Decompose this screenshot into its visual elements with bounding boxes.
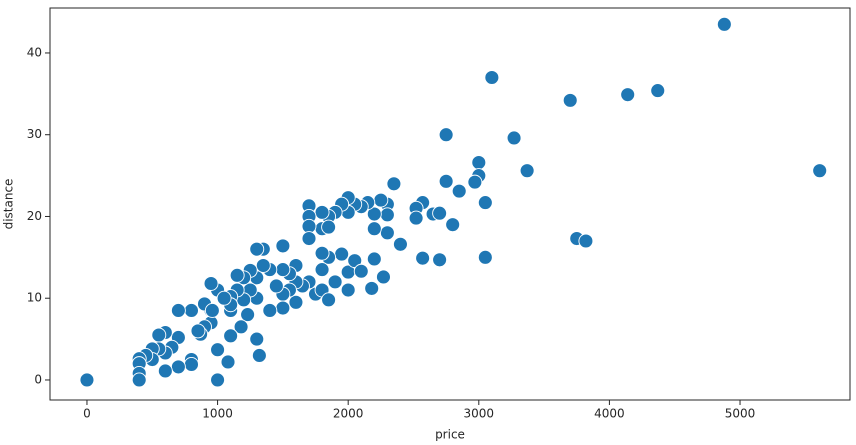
plot-frame xyxy=(49,7,851,401)
point xyxy=(288,294,304,310)
point xyxy=(151,327,167,343)
point xyxy=(190,323,206,339)
point xyxy=(451,183,467,199)
y-tick-label: 10 xyxy=(27,291,42,305)
point xyxy=(445,217,461,233)
point xyxy=(373,192,389,208)
point xyxy=(204,303,220,318)
point xyxy=(210,372,226,388)
point xyxy=(620,87,636,103)
point xyxy=(220,354,236,370)
point xyxy=(321,292,337,308)
point xyxy=(275,262,291,278)
point xyxy=(506,130,522,146)
point xyxy=(366,251,382,267)
x-tick-label: 0 xyxy=(83,407,91,421)
point xyxy=(650,83,666,99)
point xyxy=(408,210,424,226)
point xyxy=(519,163,535,179)
point xyxy=(275,238,291,254)
y-tick-label: 30 xyxy=(27,127,42,141)
point xyxy=(184,303,199,318)
point xyxy=(376,269,391,285)
point xyxy=(471,155,487,170)
y-tick-label: 0 xyxy=(34,372,42,386)
point xyxy=(170,303,186,318)
point xyxy=(157,363,173,379)
point xyxy=(249,331,265,347)
point xyxy=(366,206,382,222)
point xyxy=(353,263,369,279)
point xyxy=(321,219,337,235)
point xyxy=(223,328,239,344)
point xyxy=(131,372,147,388)
x-tick-label: 1000 xyxy=(202,407,233,421)
point xyxy=(347,253,363,269)
point xyxy=(477,249,493,265)
point xyxy=(467,174,483,190)
point xyxy=(562,92,578,108)
point xyxy=(438,127,454,143)
point xyxy=(314,245,330,261)
point xyxy=(79,372,95,388)
point xyxy=(255,258,271,273)
point xyxy=(314,262,330,278)
x-tick-label: 3000 xyxy=(464,407,495,421)
point xyxy=(275,300,291,316)
point xyxy=(432,205,448,221)
point xyxy=(379,207,395,223)
point xyxy=(379,225,395,241)
point xyxy=(812,163,828,179)
point xyxy=(216,290,232,306)
point xyxy=(716,16,732,32)
point xyxy=(184,356,199,372)
point xyxy=(240,307,256,323)
y-tick-label: 20 xyxy=(27,209,42,223)
point xyxy=(364,280,380,296)
x-tick-label: 5000 xyxy=(725,407,756,421)
point xyxy=(210,342,226,358)
point xyxy=(334,246,350,262)
x-tick-label: 4000 xyxy=(594,407,625,421)
point xyxy=(170,359,186,375)
point xyxy=(262,303,278,318)
point xyxy=(415,250,431,266)
x-tick-label: 2000 xyxy=(333,407,364,421)
point xyxy=(268,278,284,294)
y-tick-label: 40 xyxy=(27,45,42,59)
point xyxy=(366,221,382,237)
y-axis-label: distance xyxy=(2,179,16,230)
point xyxy=(229,267,245,283)
point xyxy=(203,276,219,291)
point xyxy=(251,347,267,363)
point xyxy=(249,241,265,257)
point xyxy=(233,319,249,335)
point xyxy=(484,70,500,85)
point xyxy=(438,173,454,189)
point xyxy=(301,231,317,246)
x-axis-label: price xyxy=(435,428,465,442)
point xyxy=(432,252,448,268)
point xyxy=(477,195,493,211)
point xyxy=(386,176,402,192)
point xyxy=(578,233,594,249)
point xyxy=(327,274,343,290)
point xyxy=(340,282,356,298)
point xyxy=(314,204,330,220)
point xyxy=(392,236,408,252)
